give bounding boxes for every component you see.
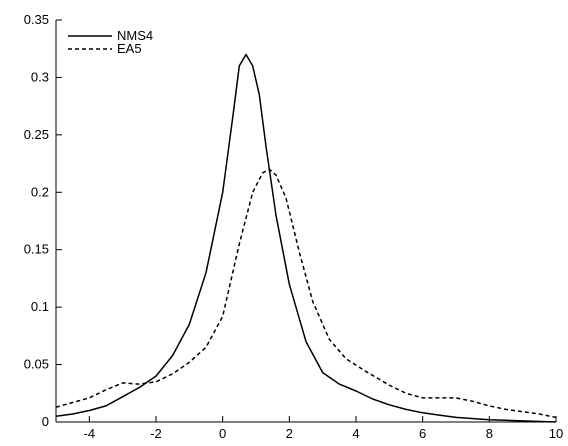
y-tick-label: 0.05 — [24, 357, 49, 372]
legend-label-nms4: NMS4 — [117, 28, 153, 43]
x-tick-label: 6 — [419, 426, 426, 441]
series-line-ea5 — [55, 168, 557, 419]
series-layer — [55, 53, 557, 423]
y-tick-label: 0.35 — [24, 12, 49, 27]
x-tick-label: 10 — [549, 426, 563, 441]
y-tick-label: 0.1 — [31, 299, 49, 314]
x-tick-label: 2 — [286, 426, 293, 441]
x-tick-label: 4 — [352, 426, 359, 441]
y-tick-label: 0 — [42, 414, 49, 429]
x-tick-label: -4 — [84, 426, 96, 441]
series-line-nms4 — [55, 53, 557, 423]
x-tick-label: -2 — [150, 426, 162, 441]
y-tick-label: 0.15 — [24, 242, 49, 257]
axes: 0 0.05 0.1 0.15 0.2 0.25 0.3 0.35 -4 -2 0 2 4 6 8 10 — [24, 12, 564, 441]
x-tick-label: 8 — [486, 426, 493, 441]
y-tick-label: 0.2 — [31, 184, 49, 199]
legend-label-ea5: EA5 — [117, 41, 142, 56]
x-tick-label: 0 — [219, 426, 226, 441]
y-tick-label: 0.25 — [24, 127, 49, 142]
y-tick-label: 0.3 — [31, 69, 49, 84]
